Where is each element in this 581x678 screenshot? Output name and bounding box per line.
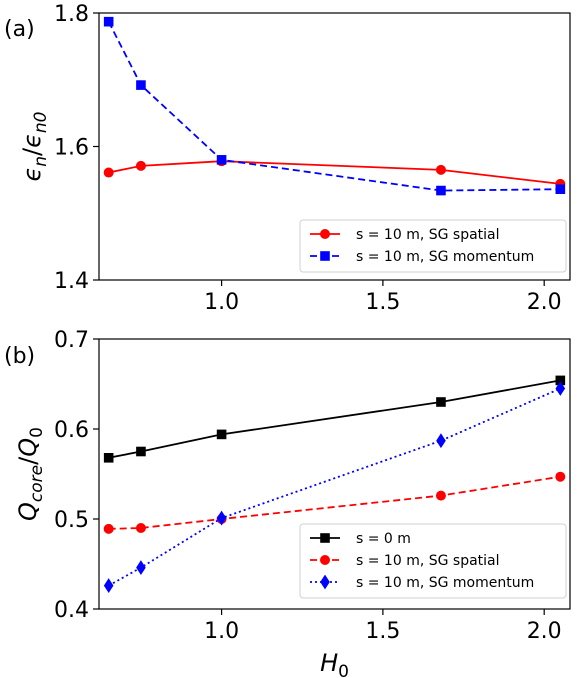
y-tick-label: 0.7 bbox=[54, 328, 89, 353]
legend-label: s = 10 m, SG spatial bbox=[356, 227, 500, 243]
x-tick-label: 1.0 bbox=[204, 290, 239, 315]
data-point-2-1 bbox=[136, 560, 146, 576]
data-point-0-2 bbox=[216, 429, 227, 440]
panel-label: (a) bbox=[4, 17, 35, 42]
legend-marker bbox=[320, 555, 330, 565]
x-tick-label: 1.0 bbox=[204, 619, 239, 644]
data-point-0-1 bbox=[135, 160, 146, 171]
legend-label: s = 10 m, SG momentum bbox=[356, 249, 534, 265]
data-point-2-4 bbox=[555, 381, 566, 396]
data-point-1-1 bbox=[136, 80, 146, 90]
y-axis-label: ϵn/ϵn0 bbox=[18, 112, 51, 182]
y-tick-label: 0.6 bbox=[54, 418, 89, 443]
y-tick-label: 1.4 bbox=[54, 269, 89, 294]
y-axis-label: Qcore/Q0 bbox=[14, 427, 47, 521]
x-tick-label: 2.0 bbox=[527, 619, 562, 644]
x-tick-label: 2.0 bbox=[527, 290, 562, 315]
data-point-0-0 bbox=[103, 167, 114, 178]
series-line-1 bbox=[108, 475, 561, 530]
data-point-2-0 bbox=[103, 578, 114, 594]
data-point-2-3 bbox=[436, 433, 446, 449]
panel-label: (b) bbox=[4, 344, 35, 369]
legend-label: s = 10 m, SG spatial bbox=[356, 553, 500, 569]
data-point-0-3 bbox=[435, 164, 446, 175]
legend-box bbox=[299, 523, 567, 599]
x-tick-label: 1.5 bbox=[365, 290, 400, 315]
data-point-0-0 bbox=[103, 453, 114, 463]
panel-b: 1.0 1.5 2.0 0.4 0.5 0.6 0.7 (b) Qcore/Q0 H0 s = 0 … bbox=[4, 328, 571, 678]
data-point-1-4 bbox=[555, 184, 566, 195]
y-tick-label: 0.5 bbox=[54, 508, 89, 533]
legend: s = 10 m, SG spatial s = 10 m, SG momentu… bbox=[299, 219, 567, 273]
y-tick-label: 1.6 bbox=[54, 136, 89, 161]
data-point-2-2 bbox=[216, 510, 227, 526]
legend-box bbox=[299, 219, 567, 273]
legend-label: s = 10 m, SG momentum bbox=[356, 575, 534, 591]
data-point-1-4 bbox=[555, 471, 566, 482]
data-point-0-1 bbox=[136, 446, 146, 457]
x-axis-label: H0 bbox=[320, 649, 349, 678]
data-point-0-3 bbox=[436, 397, 446, 407]
data-point-1-1 bbox=[135, 523, 146, 533]
data-point-1-0 bbox=[103, 16, 114, 27]
x-tick-label: 1.5 bbox=[365, 619, 400, 644]
legend: s = 0 m s = 10 m, SG spatial s = 10 m, SG … bbox=[299, 523, 567, 599]
series-line-0 bbox=[108, 160, 561, 185]
y-tick-label: 1.8 bbox=[54, 2, 89, 27]
legend-marker bbox=[320, 574, 330, 590]
data-point-1-3 bbox=[435, 490, 446, 501]
data-point-1-3 bbox=[436, 185, 446, 196]
legend-marker bbox=[320, 229, 330, 239]
legend-marker bbox=[320, 251, 330, 261]
data-point-1-0 bbox=[103, 523, 114, 534]
data-point-1-2 bbox=[216, 155, 227, 165]
legend-label: s = 0 m bbox=[356, 531, 411, 547]
panel-a: 1.0 1.5 2.0 1.4 1.6 1.8 (a) ϵn/ϵn0 s = 10 m, SG … bbox=[4, 2, 571, 315]
legend-marker bbox=[320, 533, 330, 543]
y-tick-label: 0.4 bbox=[54, 598, 89, 623]
plot-frame bbox=[98, 338, 571, 610]
